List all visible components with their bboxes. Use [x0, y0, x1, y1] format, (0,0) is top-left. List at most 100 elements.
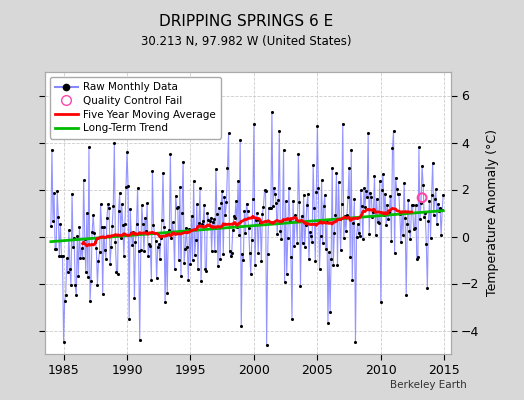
Text: Berkeley Earth: Berkeley Earth — [390, 380, 466, 390]
Point — [429, 160, 437, 166]
Point — [279, 147, 288, 153]
Point — [404, 197, 412, 204]
Point — [346, 254, 354, 260]
Point — [331, 212, 340, 218]
Point — [59, 339, 68, 346]
Point — [418, 194, 427, 201]
Point — [188, 212, 196, 219]
Point — [235, 232, 243, 238]
Point — [382, 222, 390, 228]
Point — [421, 210, 430, 216]
Point — [385, 209, 394, 215]
Point — [423, 285, 432, 291]
Point — [205, 218, 214, 224]
Point — [261, 188, 270, 194]
Point — [193, 201, 201, 208]
Point — [50, 190, 58, 196]
Point — [160, 224, 168, 230]
Point — [198, 221, 206, 227]
Point — [420, 214, 429, 220]
Text: 30.213 N, 97.982 W (United States): 30.213 N, 97.982 W (United States) — [141, 35, 352, 48]
Point — [302, 222, 310, 228]
Point — [407, 202, 416, 209]
Point — [300, 244, 309, 250]
Point — [255, 217, 264, 224]
Point — [258, 210, 267, 217]
Point — [180, 259, 188, 266]
Text: DRIPPING SPRINGS 6 E: DRIPPING SPRINGS 6 E — [159, 14, 333, 29]
Point — [173, 203, 182, 210]
Point — [159, 170, 167, 176]
Point — [213, 210, 221, 217]
Point — [265, 205, 273, 211]
Point — [126, 206, 134, 212]
Point — [179, 158, 187, 165]
Point — [253, 210, 261, 216]
Point — [344, 194, 352, 200]
Point — [333, 261, 342, 268]
Point — [294, 151, 302, 157]
Point — [329, 262, 337, 268]
Point — [314, 184, 323, 191]
Point — [295, 199, 303, 205]
Point — [237, 322, 245, 329]
Point — [99, 290, 107, 297]
Point — [145, 241, 154, 248]
Point — [384, 216, 392, 222]
Point — [75, 224, 84, 231]
Point — [54, 214, 62, 220]
Point — [435, 207, 443, 214]
Point — [236, 137, 244, 144]
Point — [405, 228, 413, 234]
Point — [273, 230, 281, 237]
Point — [425, 198, 434, 205]
Point — [357, 202, 366, 209]
Point — [112, 268, 121, 275]
Point — [379, 171, 387, 177]
Point — [201, 266, 210, 272]
Point — [325, 249, 333, 255]
Point — [177, 273, 185, 279]
Point — [306, 228, 314, 235]
Point — [373, 195, 381, 202]
Point — [161, 299, 169, 306]
Point — [439, 192, 447, 198]
Point — [166, 151, 174, 157]
Point — [245, 225, 253, 232]
Point — [433, 221, 441, 227]
Point — [364, 130, 373, 136]
Point — [199, 218, 208, 224]
Point — [81, 236, 89, 243]
Point — [58, 252, 67, 259]
Point — [94, 258, 103, 264]
Point — [372, 232, 380, 238]
Point — [60, 298, 69, 304]
Point — [349, 219, 357, 226]
Point — [335, 215, 344, 222]
Point — [147, 277, 156, 283]
Point — [370, 172, 379, 179]
Point — [251, 262, 259, 268]
Point — [183, 244, 191, 250]
Point — [358, 236, 367, 242]
Point — [220, 194, 228, 200]
Point — [436, 205, 444, 211]
Point — [133, 220, 141, 227]
Point — [110, 139, 118, 146]
Point — [146, 243, 155, 250]
Point — [277, 236, 286, 242]
Point — [336, 247, 345, 253]
Point — [410, 225, 419, 231]
Point — [103, 215, 111, 221]
Point — [190, 178, 198, 184]
Point — [297, 213, 305, 219]
Point — [247, 271, 255, 277]
Point — [167, 235, 176, 242]
Point — [303, 202, 311, 209]
Point — [53, 188, 61, 194]
Point — [87, 278, 95, 284]
Point — [285, 185, 293, 192]
Point — [260, 187, 269, 194]
Point — [234, 178, 242, 184]
Point — [92, 244, 101, 251]
